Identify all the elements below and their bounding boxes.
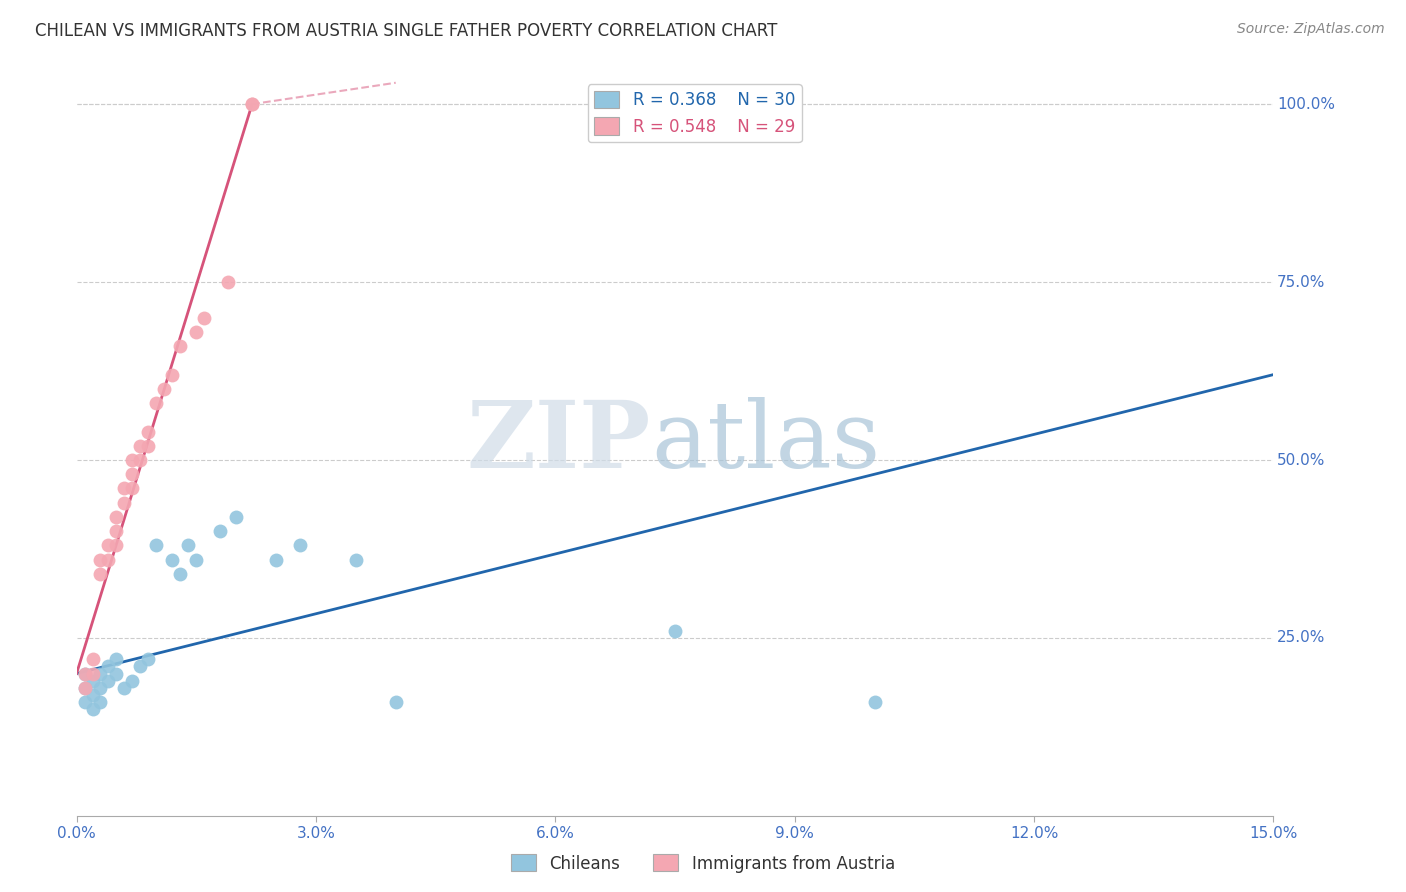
Point (82, 673, 104, 688)
Point (121, 453, 143, 467)
Point (863, 695, 886, 709)
Point (114, 496, 136, 510)
Point (105, 652, 128, 666)
Point (209, 524, 232, 538)
Point (73, 681, 96, 695)
Point (664, 624, 686, 638)
Point (193, 310, 215, 325)
Point (89, 695, 111, 709)
Point (114, 681, 136, 695)
Point (186, 552, 208, 566)
Point (138, 425, 160, 439)
Text: ZIP: ZIP (467, 397, 651, 487)
Point (73, 666, 96, 681)
Point (121, 673, 143, 688)
Text: CHILEAN VS IMMIGRANTS FROM AUSTRIA SINGLE FATHER POVERTY CORRELATION CHART: CHILEAN VS IMMIGRANTS FROM AUSTRIA SINGL… (35, 22, 778, 40)
Point (138, 439, 160, 453)
Point (384, 695, 406, 709)
Point (186, 325, 208, 339)
Point (82, 702, 104, 716)
Point (89, 666, 111, 681)
Point (145, 538, 167, 552)
Point (217, 275, 239, 289)
Legend: Chileans, Immigrants from Austria: Chileans, Immigrants from Austria (505, 847, 901, 880)
Point (105, 666, 128, 681)
Point (169, 339, 191, 353)
Point (169, 566, 191, 581)
Point (97, 673, 120, 688)
Point (240, 97, 263, 112)
Text: 50.0%: 50.0% (1277, 452, 1326, 467)
Point (89, 566, 111, 581)
Point (138, 652, 160, 666)
Point (344, 552, 367, 566)
Point (121, 482, 143, 496)
Point (97, 538, 120, 552)
Point (129, 453, 152, 467)
Point (288, 538, 311, 552)
Point (264, 552, 287, 566)
Text: 75.0%: 75.0% (1277, 275, 1326, 290)
Point (97, 552, 120, 566)
Point (162, 368, 184, 382)
Point (162, 552, 184, 566)
Point (73, 695, 96, 709)
Point (121, 467, 143, 482)
Text: 25.0%: 25.0% (1277, 631, 1326, 646)
Point (73, 681, 96, 695)
Point (89, 552, 111, 566)
Point (105, 524, 128, 538)
Point (89, 681, 111, 695)
Point (105, 510, 128, 524)
Point (240, 97, 263, 112)
Point (225, 510, 247, 524)
Legend: R = 0.368    N = 30, R = 0.548    N = 29: R = 0.368 N = 30, R = 0.548 N = 29 (588, 85, 801, 143)
Point (97, 659, 120, 673)
Point (114, 482, 136, 496)
Point (105, 538, 128, 552)
Point (82, 688, 104, 702)
Point (145, 396, 167, 410)
Text: 100.0%: 100.0% (1277, 96, 1336, 112)
Text: atlas: atlas (651, 397, 880, 487)
Point (129, 439, 152, 453)
Point (73, 666, 96, 681)
Point (153, 382, 176, 396)
Point (82, 666, 104, 681)
Point (177, 538, 200, 552)
Point (129, 659, 152, 673)
Text: Source: ZipAtlas.com: Source: ZipAtlas.com (1237, 22, 1385, 37)
Point (82, 652, 104, 666)
